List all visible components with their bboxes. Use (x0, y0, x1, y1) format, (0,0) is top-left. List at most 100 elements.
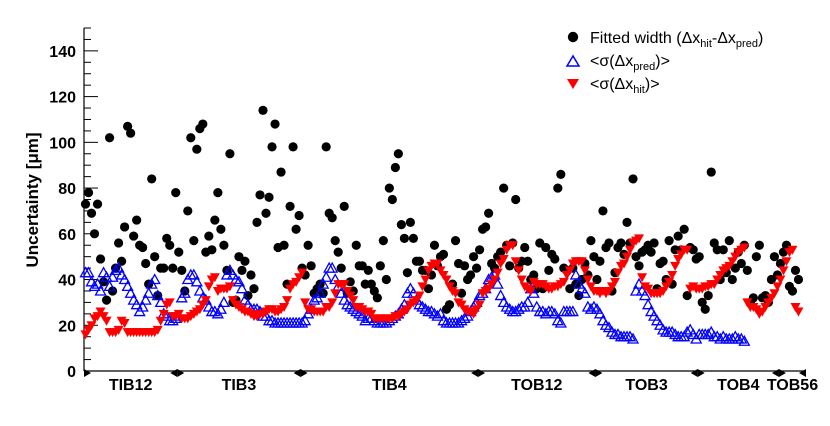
y-tick-label: 20 (58, 318, 76, 335)
data-point-fitted (703, 290, 713, 301)
data-point-fitted (481, 222, 491, 232)
data-point-hit (585, 282, 596, 292)
data-point-fitted (496, 247, 506, 257)
data-point-fitted (511, 194, 521, 205)
data-point-pred (320, 270, 333, 282)
data-point-fitted (718, 245, 728, 255)
data-point-fitted (104, 133, 115, 143)
data-point-pred (193, 284, 206, 296)
data-point-hit (790, 302, 801, 312)
data-point-hit (634, 234, 645, 244)
data-point-fitted (384, 183, 394, 193)
data-point-hit (450, 289, 461, 299)
data-point-hit (456, 300, 467, 310)
data-point-pred (82, 266, 95, 278)
data-point-pred (641, 298, 655, 310)
data-point-fitted (162, 233, 172, 243)
data-point-fitted (306, 261, 316, 271)
data-point-hit (98, 312, 109, 322)
legend-fitted-mid: -Δx (712, 30, 736, 47)
data-point-pred (121, 280, 134, 292)
data-point-pred (548, 307, 561, 319)
data-point-fitted (276, 167, 286, 177)
region-label-tib12: TIB12 (109, 377, 153, 394)
data-point-hit (173, 309, 184, 319)
region-arrow-left (84, 369, 91, 377)
data-point-hit (227, 296, 238, 306)
legend-hit-sub: hit (633, 84, 645, 96)
data-point-hit (622, 252, 633, 262)
data-point-fitted (790, 265, 801, 275)
data-point-hit (582, 275, 593, 285)
data-point-fitted (381, 274, 391, 285)
data-point-fitted (174, 247, 184, 257)
data-point-hit (300, 298, 311, 308)
region-arrow-left (300, 369, 308, 377)
data-point-fitted (237, 265, 247, 275)
data-point-fitted (393, 149, 403, 159)
data-point-hit (441, 275, 452, 285)
data-point-fitted (396, 220, 406, 230)
data-point-hit (119, 318, 130, 328)
data-point-hit (769, 289, 780, 299)
data-point-fitted (147, 174, 157, 184)
data-point-hit (444, 282, 455, 292)
legend-fitted-prefix: Fitted width (Δx (590, 30, 700, 47)
data-point-fitted (327, 213, 337, 223)
data-point-hit (282, 296, 293, 306)
data-point-fitted (414, 256, 425, 266)
data-point-fitted (793, 274, 804, 285)
data-point-fitted (219, 240, 229, 250)
region-arrow-right (588, 369, 596, 377)
data-point-hit (664, 277, 675, 287)
legend-fitted-sub2: pred (736, 38, 758, 50)
data-point-pred (714, 332, 727, 344)
data-point-pred (130, 298, 143, 310)
data-point-hit (345, 291, 356, 301)
data-point-hit (164, 298, 175, 308)
data-point-pred (431, 309, 444, 321)
data-point-fitted (622, 217, 632, 227)
data-point-hit (670, 261, 681, 271)
data-point-fitted (604, 238, 614, 248)
legend-hit-prefix: <σ(Δx (590, 76, 633, 93)
data-point-fitted (267, 142, 277, 152)
data-point-fitted (249, 284, 259, 294)
data-point-hit (438, 270, 449, 280)
legend-marker-pred (565, 54, 581, 67)
data-point-hit (492, 268, 503, 278)
data-point-hit (576, 257, 587, 267)
data-point-fitted (474, 245, 485, 255)
data-point-fitted (405, 217, 416, 227)
data-point-pred (629, 284, 643, 296)
data-point-hit (787, 245, 798, 255)
data-point-fitted (150, 252, 160, 262)
legend-pred-suffix: )> (655, 53, 670, 70)
data-point-fitted (751, 252, 761, 262)
data-point-pred (148, 273, 161, 285)
data-point-pred (584, 302, 598, 314)
data-point-fitted (303, 240, 313, 250)
data-point-pred (702, 328, 715, 340)
data-point-hit (113, 325, 124, 335)
legend-fitted-suffix: ) (758, 30, 763, 47)
data-point-fitted (336, 263, 346, 273)
data-point-pred (681, 325, 694, 337)
data-point-fitted (444, 300, 455, 310)
data-point-hit (435, 266, 446, 276)
data-point-pred (106, 270, 119, 282)
region-arrow-left (478, 369, 486, 377)
data-point-fitted (541, 242, 551, 253)
data-point-hit (781, 257, 792, 267)
data-point-pred (100, 270, 113, 282)
data-point-fitted (168, 263, 178, 273)
data-point-fitted (499, 183, 509, 193)
y-tick-label: 40 (58, 273, 76, 290)
data-point-fitted (628, 174, 638, 184)
legend-label-fitted: Fitted width (Δxhit-Δxpred) (590, 30, 763, 50)
data-point-fitted (261, 208, 271, 218)
data-point-hit (609, 277, 620, 287)
data-point-fitted (89, 229, 100, 239)
data-point-hit (618, 259, 629, 269)
data-point-fitted (423, 284, 434, 294)
